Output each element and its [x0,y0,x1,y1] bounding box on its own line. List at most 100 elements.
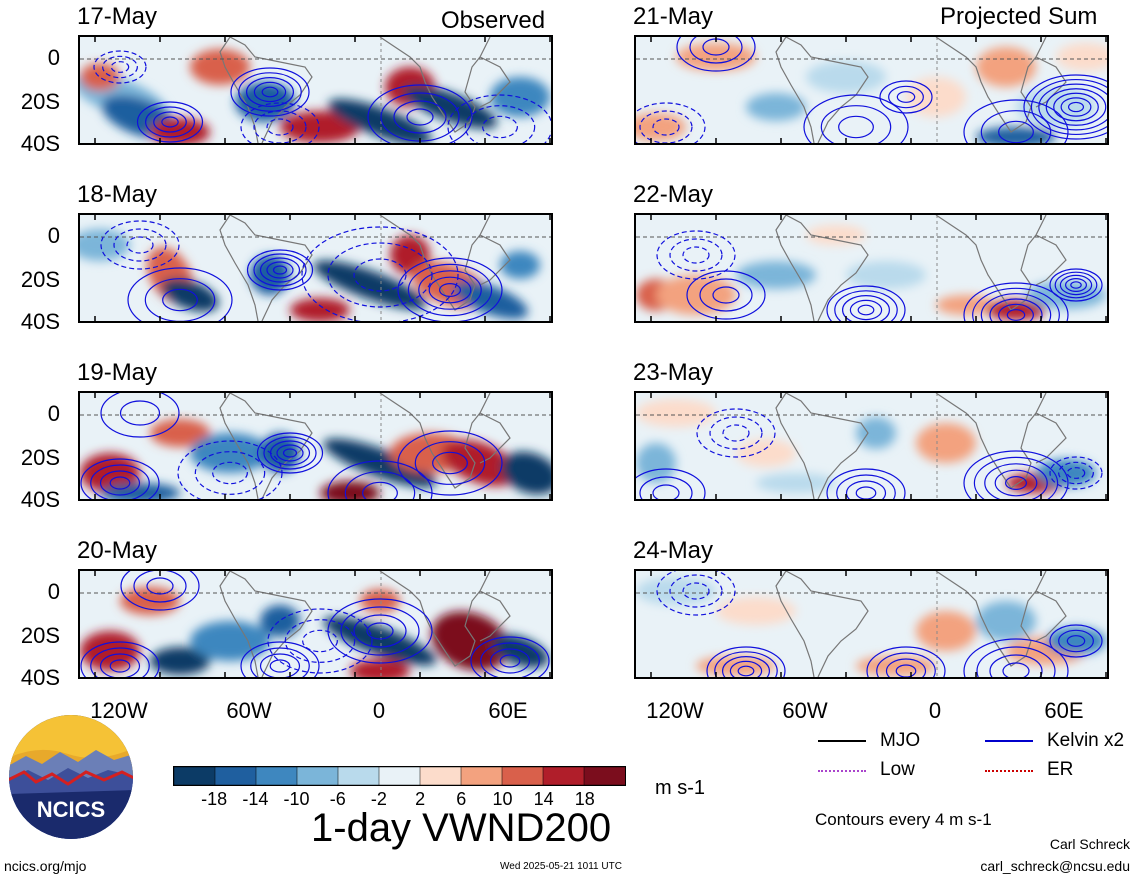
kelvin-contour [963,282,1069,321]
kelvin-contour [90,464,150,499]
anomaly-patch [636,443,676,483]
legend-line-low [818,770,866,772]
kelvin-contour [162,288,198,312]
kelvin-contour [1066,467,1086,479]
figure-title: 1-day VWND200 [311,806,612,850]
kelvin-contour [177,440,283,499]
kelvin-contour [879,80,933,114]
kelvin-contour [136,101,204,143]
kelvin-contour [464,105,536,143]
lon-tick-120w-left: 120W [90,698,148,723]
kelvin-contour [1065,277,1088,292]
author-email[interactable]: carl_schreck@ncsu.edu [980,858,1130,874]
panel-title-20-may: 20-May [77,537,158,564]
kelvin-contour [845,480,887,499]
kelvin-contour [432,451,468,475]
lat-tick-0-row4: 0 [47,579,60,604]
kelvin-contour [353,258,407,292]
kelvin-contour [362,481,398,499]
kelvin-contour [238,72,302,112]
kelvin-contour [100,220,180,270]
colorbar-swatch [174,767,216,785]
kelvin-contour [212,461,248,485]
colorbar-tick-label: -2 [370,789,387,809]
map-panel-21-may [634,35,1109,145]
kelvin-contour [253,81,287,103]
panel-title-18-may: 18-May [77,181,158,208]
lat-tick-40s-row1: 40S [20,131,60,156]
kelvin-contour [826,285,906,321]
kelvin-contour [340,606,420,656]
map-panel-24-may [634,569,1109,679]
kelvin-contour [470,636,550,677]
colorbar-swatch [337,767,380,785]
kelvin-contour [367,84,473,143]
kelvin-contour [302,629,338,653]
kelvin-contour [119,400,161,426]
kelvin-contour [836,474,896,499]
kelvin-contour [838,115,874,139]
anomaly-patch [976,47,1036,87]
kelvin-contour [994,469,1038,497]
map-panel-23-may [634,391,1109,501]
map-panel-22-may [634,213,1109,323]
colorbar-tick-label: -10 [283,789,310,809]
kelvin-contour [989,654,1043,677]
kelvin-contour [133,571,187,603]
kelvin-contour [976,646,1056,677]
anomaly-patch [636,577,716,605]
kelvin-contour [676,37,756,72]
kelvin-contour [989,298,1043,321]
colorbar-tick-label: 10 [492,789,513,809]
site-link[interactable]: ncics.org/mjo [4,858,87,874]
legend-line-er [985,770,1033,772]
kelvin-contour [689,37,743,64]
kelvin-contour [709,416,763,450]
anomaly-patch [846,261,926,289]
anomaly-patch [80,63,120,91]
panel-title-22-may: 22-May [633,181,714,208]
kelvin-contour [259,257,301,283]
anomaly-patch [746,93,806,121]
kelvin-contour [699,278,753,312]
projected-header: Projected Sum [940,3,1098,30]
anomaly-patch [916,611,976,651]
contour-note: Contours every 4 m s-1 [815,810,992,829]
kelvin-contour [414,441,486,485]
legend-line-mjo [818,740,866,742]
kelvin-contour [327,242,433,308]
anomaly-patch [323,616,437,666]
colorbar [173,766,626,786]
lon-tick-60e-left: 60E [488,698,528,723]
lon-tick-120w-right: 120W [646,698,704,723]
map-panel-19-may [78,391,553,501]
anomaly-patch [1026,281,1106,309]
kelvin-contour [407,263,493,317]
anomaly-patch [656,275,736,315]
kelvin-contour [963,638,1069,677]
logo-text: NCICS [37,797,105,822]
colorbar-swatch [378,767,421,785]
kelvin-contour [344,471,416,499]
kelvin-contour [327,460,433,499]
kelvin-contour [826,468,906,499]
kelvin-contour [1054,271,1098,299]
lon-tick-60w-left: 60W [226,698,272,723]
kelvin-contour [393,100,447,134]
kelvin-contour [253,253,307,287]
kelvin-contour [984,463,1048,499]
anomaly-patch [161,278,219,312]
colorbar-swatch [501,767,544,785]
kelvin-contour [682,246,710,264]
panel-title-21-may: 21-May [633,3,714,30]
kelvin-contour [712,286,740,304]
kelvin-contour [639,476,693,499]
colorbar-tick-label: -14 [242,789,269,809]
kelvin-contour [1049,456,1103,490]
kelvin-contour [120,571,200,611]
observed-header: Observed [441,7,546,34]
lat-tick-20s-row2: 20S [20,267,60,292]
kelvin-contour [1038,83,1107,131]
kelvin-contour [284,619,356,663]
anomaly-patch [736,261,816,289]
